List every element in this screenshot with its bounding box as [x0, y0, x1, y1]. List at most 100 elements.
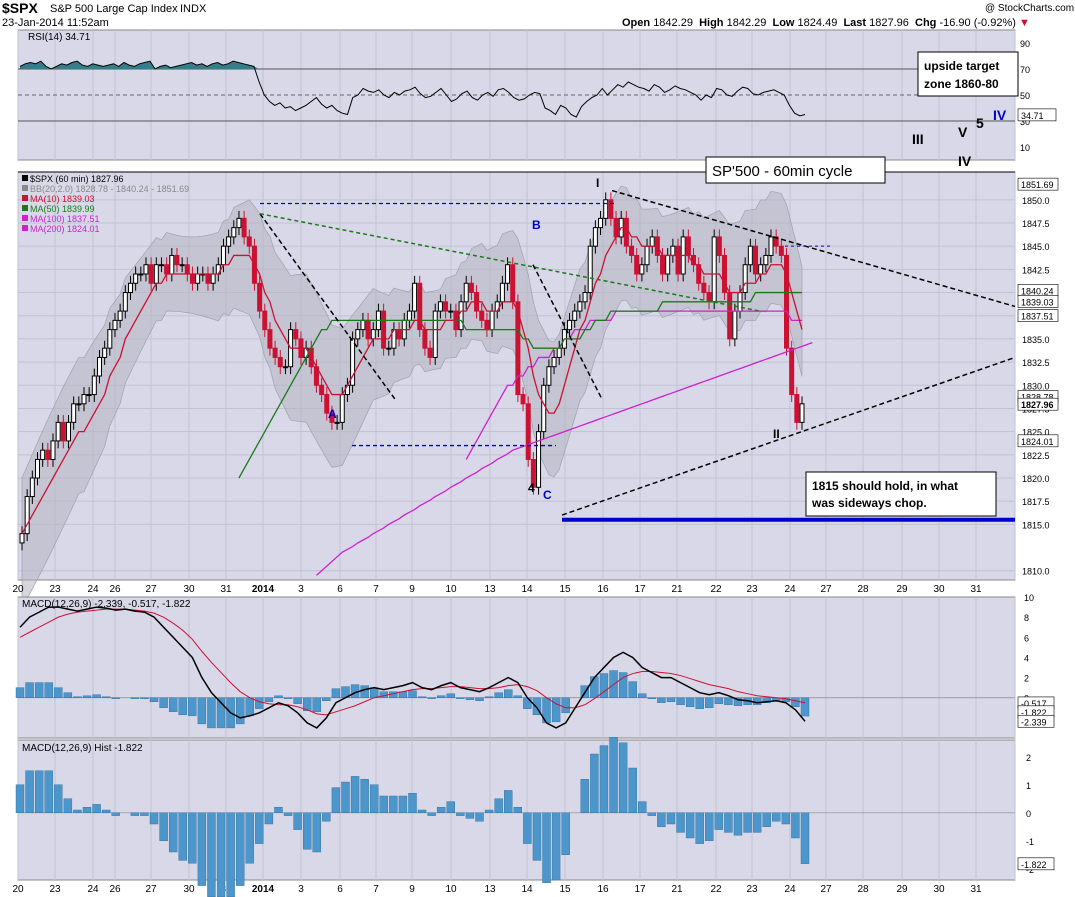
candle-down — [422, 329, 428, 349]
candle-up — [282, 366, 288, 369]
candle-up — [448, 310, 454, 313]
candle-up — [122, 292, 128, 312]
candle-down — [753, 245, 759, 275]
ma200-line — [316, 342, 813, 576]
macd-hist-bar — [73, 696, 82, 698]
candle-up — [546, 366, 552, 386]
price-tick-label: 1825.0 — [1022, 428, 1050, 438]
hist-bar — [590, 753, 599, 813]
x-axis-label: 6 — [337, 584, 343, 595]
candle-down — [262, 310, 268, 331]
rsi-line — [19, 60, 806, 118]
macd-hist-bar — [178, 697, 187, 716]
hist-bar — [159, 812, 168, 841]
candle-up — [350, 338, 356, 386]
macd-hist-bar — [465, 697, 475, 700]
x-axis-label: 15 — [559, 584, 571, 595]
hist-tag-box — [1017, 857, 1055, 871]
hist-bar — [676, 812, 685, 833]
hist-bar — [561, 812, 570, 855]
candle-up — [582, 292, 588, 303]
hist-bar — [752, 812, 762, 833]
hist-bar — [580, 779, 590, 814]
legend-entry: MA(100) 1837.51 — [30, 214, 100, 224]
x-axis-label: 23 — [746, 584, 758, 595]
x-axis-label-bottom: 23 — [746, 884, 758, 895]
macd-hist-bar — [168, 697, 178, 713]
candle-up — [117, 310, 123, 321]
candle-down — [381, 310, 387, 349]
macd-hist-bar — [274, 695, 283, 698]
candle-up — [158, 264, 164, 267]
x-axis-label: 20 — [12, 584, 24, 595]
hist-bar — [456, 812, 465, 816]
macd-hist-bar — [302, 697, 312, 712]
rsi-legend: RSI(14) 34.71 — [28, 32, 91, 43]
candle-up — [670, 245, 676, 256]
low-value: 1824.49 — [797, 17, 838, 29]
hist-bar — [302, 812, 312, 850]
hist-bar — [762, 812, 771, 827]
hist-bar — [178, 812, 187, 861]
candle-up — [639, 264, 645, 275]
candle-down — [634, 254, 640, 275]
candle-down — [293, 329, 299, 340]
candle-down — [701, 282, 707, 294]
candle-up — [386, 347, 392, 350]
legend-swatch — [22, 175, 28, 181]
candle-up — [133, 273, 139, 284]
wave-label: 4 — [528, 481, 535, 495]
rsi-value-tag — [1017, 108, 1057, 122]
macd-hist-bar — [628, 681, 637, 698]
candle-up — [138, 273, 144, 276]
candle-down — [525, 403, 531, 460]
wave-label: A — [328, 407, 337, 421]
candle-up — [19, 533, 25, 544]
high-value: 1842.29 — [726, 17, 767, 29]
macd-hist-bar — [523, 697, 532, 709]
x-axis-label-bottom: 27 — [820, 884, 832, 895]
candle-down — [365, 319, 371, 340]
hist-bar — [800, 812, 810, 865]
hist-bar — [322, 812, 331, 822]
b-to-c-trendline — [532, 264, 603, 400]
candle-down — [722, 254, 728, 294]
price-tag-label: 1840.24 — [1021, 286, 1054, 296]
hist-bar — [724, 812, 733, 833]
quote-bar: Open 1842.29 High 1842.29 Low 1824.49 La… — [622, 17, 1030, 29]
hist-bar — [494, 798, 503, 813]
candle-up — [107, 329, 113, 349]
candle-down — [189, 273, 195, 284]
rsi-tick-label: 50 — [1020, 91, 1030, 101]
wave-label: V — [958, 124, 968, 140]
x-axis-label-bottom: 7 — [373, 884, 379, 895]
hist-bar — [283, 812, 293, 816]
candle-up — [463, 282, 469, 303]
candle-down — [623, 217, 629, 247]
hist-bar — [360, 779, 369, 814]
candle-up — [758, 264, 764, 275]
candle-down — [148, 264, 154, 284]
macd-hist-bar — [676, 697, 685, 705]
rsi-tick-label: 70 — [1020, 65, 1030, 75]
candle-up — [231, 227, 237, 238]
legend-entry: MA(10) 1839.03 — [30, 194, 95, 204]
macd-hist-bar — [513, 695, 523, 698]
macd-hist-bar — [417, 696, 427, 698]
candle-down — [660, 254, 666, 275]
macd-hist-bar — [130, 697, 140, 699]
macd-hist-bar — [561, 697, 570, 714]
price-tick-label: 1832.5 — [1022, 358, 1050, 368]
candle-up — [665, 254, 671, 275]
hist-bar — [743, 812, 752, 833]
macd-hist-bar — [791, 697, 800, 707]
x-axis-label: 17 — [634, 584, 646, 595]
candle-up — [236, 217, 242, 229]
chg-value: -16.90 (-0.92%) — [939, 17, 1016, 29]
x-axis-label-bottom: 28 — [857, 884, 869, 895]
price-tick-label: 1850.0 — [1022, 196, 1050, 206]
hist-bar — [599, 745, 609, 813]
candle-up — [556, 347, 562, 358]
macd-hist-bar — [647, 697, 657, 699]
